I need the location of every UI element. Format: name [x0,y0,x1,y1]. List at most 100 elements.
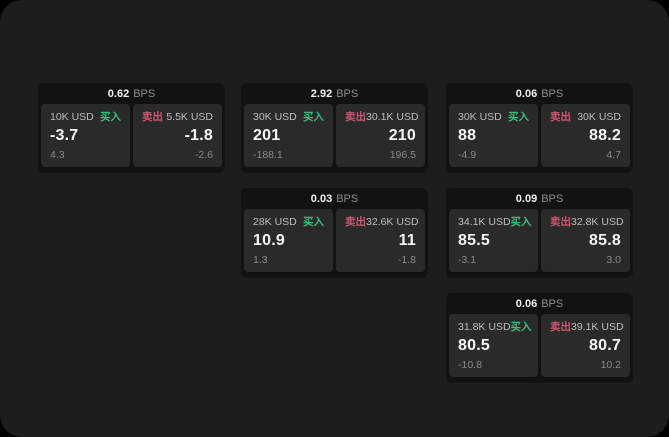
sell-secondary-value: 3.0 [606,254,621,266]
bps-unit-label: BPS [541,87,564,100]
sell-secondary-value: 10.2 [600,359,621,371]
sell-secondary-value: -1.8 [397,254,416,266]
sell-panel-top-row: 卖出 32.6K USD [345,215,419,229]
sell-secondary-value: 4.7 [606,149,621,161]
buy-side-label: 买入 [303,111,324,123]
buy-price: 85.5 [458,232,490,249]
sell-panel[interactable]: 卖出 39.1K USD 80.7 10.2 [541,314,630,377]
buy-amount: 10K USD [50,111,94,123]
quote-card: 0.62 BPS 10K USD 买入 -3.7 4.3 卖出 5.5K USD… [38,83,225,173]
sell-amount: 5.5K USD [166,111,213,123]
buy-panel[interactable]: 34.1K USD 买入 85.5 -3.1 [449,209,538,272]
sell-amount: 32.6K USD [366,216,419,228]
card-header: 0.62 BPS [38,83,225,104]
bps-unit-label: BPS [336,87,359,100]
sell-panel[interactable]: 卖出 32.6K USD 11 -1.8 [336,209,425,272]
buy-panel[interactable]: 30K USD 买入 201 -188.1 [244,104,333,167]
buy-amount: 31.8K USD [458,321,511,333]
sell-amount: 39.1K USD [571,321,624,333]
card-body: 34.1K USD 买入 85.5 -3.1 卖出 32.8K USD 85.8… [446,209,633,272]
sell-amount: 30.1K USD [366,111,419,123]
sell-price: 80.7 [589,337,621,354]
buy-secondary-value: -4.9 [458,149,477,161]
quote-card: 0.06 BPS 30K USD 买入 88 -4.9 卖出 30K USD 8… [446,83,633,173]
bps-value: 0.06 [515,87,538,100]
buy-price: -3.7 [50,127,79,144]
sell-panel[interactable]: 卖出 30.1K USD 210 196.5 [336,104,425,167]
bps-value: 2.92 [310,87,333,100]
buy-panel-top-row: 30K USD 买入 [458,110,529,124]
buy-price: 10.9 [253,232,285,249]
sell-panel[interactable]: 卖出 32.8K USD 85.8 3.0 [541,209,630,272]
sell-price: 85.8 [589,232,621,249]
buy-secondary-value: -188.1 [253,149,283,161]
buy-side-label: 买入 [510,321,532,333]
buy-panel-top-row: 28K USD 买入 [253,215,324,229]
buy-price: 80.5 [458,337,490,354]
quote-card: 2.92 BPS 30K USD 买入 201 -188.1 卖出 30.1K … [241,83,428,173]
sell-panel[interactable]: 卖出 5.5K USD -1.8 -2.6 [133,104,222,167]
buy-price: 201 [253,127,281,144]
quote-card: 0.06 BPS 31.8K USD 买入 80.5 -10.8 卖出 39.1… [446,293,633,383]
card-body: 30K USD 买入 201 -188.1 卖出 30.1K USD 210 1… [241,104,428,167]
buy-price: 88 [458,127,477,144]
sell-price: 11 [398,232,416,249]
bps-unit-label: BPS [541,297,564,310]
buy-side-label: 买入 [303,216,324,228]
bps-value: 0.03 [310,192,333,205]
bps-value: 0.09 [515,192,538,205]
sell-panel-top-row: 卖出 5.5K USD [142,110,213,124]
card-body: 30K USD 买入 88 -4.9 卖出 30K USD 88.2 4.7 [446,104,633,167]
sell-side-label: 卖出 [345,111,366,123]
sell-side-label: 卖出 [550,321,571,333]
buy-panel[interactable]: 31.8K USD 买入 80.5 -10.8 [449,314,538,377]
sell-panel-top-row: 卖出 32.8K USD [550,215,624,229]
sell-price: -1.8 [184,127,213,144]
sell-panel-top-row: 卖出 39.1K USD [550,320,624,334]
bps-unit-label: BPS [336,192,359,205]
bps-value: 0.06 [515,297,538,310]
card-header: 0.03 BPS [241,188,428,209]
sell-side-label: 卖出 [345,216,366,228]
sell-side-label: 卖出 [142,111,163,123]
quote-card: 0.09 BPS 34.1K USD 买入 85.5 -3.1 卖出 32.8K… [446,188,633,278]
sell-panel-top-row: 卖出 30K USD [550,110,621,124]
buy-panel[interactable]: 10K USD 买入 -3.7 4.3 [41,104,130,167]
card-header: 2.92 BPS [241,83,428,104]
buy-secondary-value: 4.3 [50,149,65,161]
quote-card: 0.03 BPS 28K USD 买入 10.9 1.3 卖出 32.6K US… [241,188,428,278]
buy-panel[interactable]: 30K USD 买入 88 -4.9 [449,104,538,167]
sell-side-label: 卖出 [550,111,571,123]
sell-price: 88.2 [589,127,621,144]
buy-panel[interactable]: 28K USD 买入 10.9 1.3 [244,209,333,272]
buy-secondary-value: -3.1 [458,254,477,266]
buy-side-label: 买入 [100,111,121,123]
buy-panel-top-row: 30K USD 买入 [253,110,324,124]
buy-secondary-value: -10.8 [458,359,482,371]
buy-amount: 34.1K USD [458,216,511,228]
card-header: 0.06 BPS [446,83,633,104]
buy-amount: 30K USD [253,111,297,123]
bps-unit-label: BPS [541,192,564,205]
sell-panel-top-row: 卖出 30.1K USD [345,110,419,124]
buy-amount: 28K USD [253,216,297,228]
sell-price: 210 [388,127,416,144]
buy-panel-top-row: 10K USD 买入 [50,110,121,124]
buy-side-label: 买入 [510,216,532,228]
buy-secondary-value: 1.3 [253,254,268,266]
card-header: 0.06 BPS [446,293,633,314]
sell-side-label: 卖出 [550,216,571,228]
buy-side-label: 买入 [508,111,529,123]
sell-amount: 32.8K USD [571,216,624,228]
sell-amount: 30K USD [577,111,621,123]
sell-secondary-value: 196.5 [389,149,416,161]
card-body: 31.8K USD 买入 80.5 -10.8 卖出 39.1K USD 80.… [446,314,633,377]
buy-amount: 30K USD [458,111,502,123]
sell-secondary-value: -2.6 [194,149,213,161]
bps-unit-label: BPS [133,87,156,100]
bps-value: 0.62 [107,87,130,100]
sell-panel[interactable]: 卖出 30K USD 88.2 4.7 [541,104,630,167]
buy-panel-top-row: 34.1K USD 买入 [458,215,532,229]
card-header: 0.09 BPS [446,188,633,209]
